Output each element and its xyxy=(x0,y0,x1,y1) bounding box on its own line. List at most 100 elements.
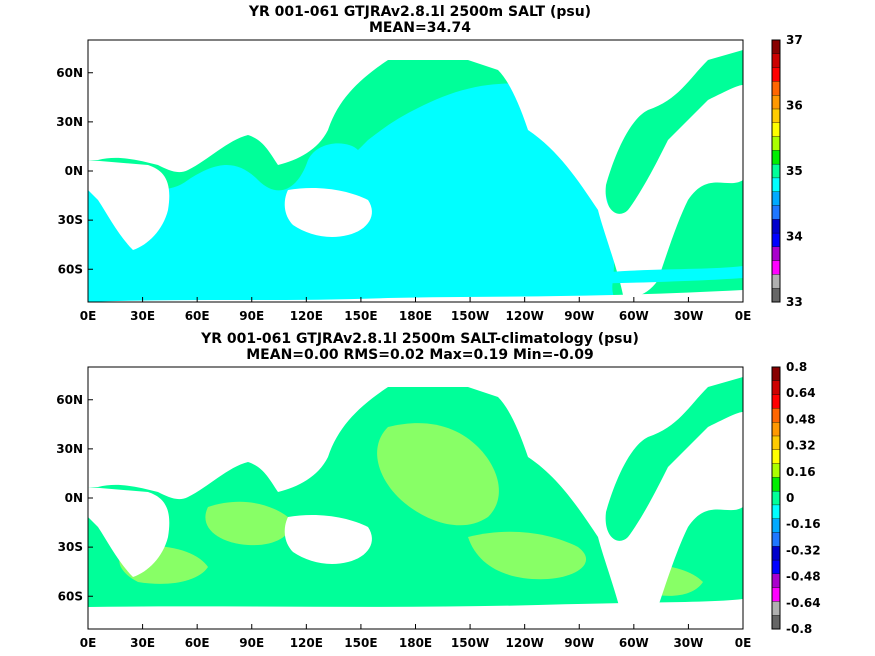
colorbar-tick-label: -0.48 xyxy=(786,570,821,584)
y-tick-label: 60S xyxy=(58,589,83,603)
x-tick-label: 0E xyxy=(735,636,752,650)
panel2-title-line2: MEAN=0.00 RMS=0.02 Max=0.19 Min=-0.09 xyxy=(246,347,594,363)
colorbar-tick-label: 36 xyxy=(786,99,803,113)
colorbar-segment xyxy=(771,463,781,478)
colorbar-segment xyxy=(771,136,781,151)
x-tick-label: 0E xyxy=(735,309,752,323)
x-tick-label: 30E xyxy=(130,309,155,323)
x-tick-label: 150E xyxy=(344,309,377,323)
panel2-title-line1: YR 001-061 GTJRAv2.8.1l 2500m SALT-clima… xyxy=(201,331,639,347)
panel2-title: YR 001-061 GTJRAv2.8.1l 2500m SALT-clima… xyxy=(0,331,840,363)
colorbar-tick-label: -0.16 xyxy=(786,517,821,531)
colorbar-frame xyxy=(771,366,781,630)
colorbar-segment xyxy=(771,163,781,179)
x-tick-label: 60E xyxy=(185,636,210,650)
y-tick-label: 60S xyxy=(58,262,83,276)
x-tick-label: 90W xyxy=(564,636,594,650)
x-tick-label: 150E xyxy=(344,636,377,650)
x-tick-label: 30W xyxy=(673,636,703,650)
x-tick-label: 90E xyxy=(239,309,264,323)
colorbar-tick-label: -0.32 xyxy=(786,543,821,557)
colorbar-segment xyxy=(771,408,781,423)
colorbar-segment xyxy=(771,274,781,289)
colorbar-segment xyxy=(771,532,781,547)
colorbar-segment xyxy=(771,477,781,492)
colorbar-segment xyxy=(771,288,781,303)
x-tick-label: 60W xyxy=(619,636,649,650)
x-tick-label: 120E xyxy=(290,636,323,650)
x-tick-label: 150W xyxy=(451,309,489,323)
colorbar-tick-label: 34 xyxy=(786,230,803,244)
x-tick-label: 30W xyxy=(673,309,703,323)
colorbar-segment xyxy=(771,219,781,234)
x-tick-label: 120W xyxy=(506,636,544,650)
colorbar-tick-label: -0.8 xyxy=(786,622,812,636)
y-tick-label: 60N xyxy=(56,393,83,407)
colorbar-segment xyxy=(771,573,781,588)
y-tick-label: 30N xyxy=(56,442,83,456)
y-tick-label: 30S xyxy=(58,540,83,554)
colorbar-segment xyxy=(771,205,781,220)
x-tick-label: 120W xyxy=(506,309,544,323)
y-tick-label: 0N xyxy=(65,164,83,178)
colorbar-tick-label: 0.64 xyxy=(786,386,816,400)
colorbar-frame xyxy=(771,39,781,303)
colorbar-segment xyxy=(771,81,781,96)
colorbar-segment xyxy=(771,260,781,275)
x-tick-label: 120E xyxy=(290,309,323,323)
colorbar-segment xyxy=(771,246,781,261)
colorbar-tick-label: 0 xyxy=(786,491,794,505)
colorbar-segment xyxy=(771,366,781,381)
colorbar-tick-label: 33 xyxy=(786,295,803,309)
colorbar-segment xyxy=(771,504,781,519)
x-tick-label: 60W xyxy=(619,309,649,323)
x-tick-label: 30E xyxy=(130,636,155,650)
colorbar-tick-label: 0.32 xyxy=(786,439,816,453)
colorbar-segment xyxy=(771,490,781,506)
x-tick-label: 60E xyxy=(185,309,210,323)
colorbar-tick-label: 35 xyxy=(786,164,803,178)
colorbar-tick-label: 37 xyxy=(786,33,803,47)
x-tick-label: 180E xyxy=(399,309,432,323)
colorbar-segment xyxy=(771,559,781,574)
colorbar-tick-label: 0.8 xyxy=(786,360,807,374)
colorbar-segment xyxy=(771,39,781,54)
colorbar-segment xyxy=(771,95,781,110)
axes-layer: 0E 30E 60E 90E 120E 150E 180E 150W 120W 90W 60W 30W… xyxy=(56,33,820,650)
colorbar-segment xyxy=(771,67,781,82)
colorbar-segment xyxy=(771,615,781,630)
x-tick-label: 0E xyxy=(80,636,97,650)
colorbar-segment xyxy=(771,449,781,464)
colorbar-tick-label: 0.48 xyxy=(786,412,816,426)
panel1-title-line2: MEAN=34.74 xyxy=(368,20,472,36)
y-tick-label: 60N xyxy=(56,66,83,80)
colorbar-segment xyxy=(771,587,781,602)
colorbar-segment xyxy=(771,53,781,68)
y-tick-label: 0N xyxy=(65,491,83,505)
panel2-map xyxy=(88,367,743,629)
x-tick-label: 150W xyxy=(451,636,489,650)
colorbar-segment xyxy=(771,518,781,533)
y-tick-label: 30S xyxy=(58,213,83,227)
x-tick-label: 90E xyxy=(239,636,264,650)
colorbar-segment xyxy=(771,546,781,561)
colorbar-segment xyxy=(771,422,781,437)
panel1-title: YR 001-061 GTJRAv2.8.1l 2500m SALT (psu)… xyxy=(0,4,840,36)
panel1-title-line1: YR 001-061 GTJRAv2.8.1l 2500m SALT (psu) xyxy=(248,4,592,20)
colorbar-segment xyxy=(771,601,781,616)
colorbar-segment xyxy=(771,108,781,123)
colorbar-tick-label: -0.64 xyxy=(786,596,821,610)
x-tick-label: 180E xyxy=(399,636,432,650)
x-tick-label: 90W xyxy=(564,309,594,323)
colorbar-segment xyxy=(771,177,781,192)
x-tick-label: 0E xyxy=(80,309,97,323)
colorbar-segment xyxy=(771,232,781,247)
colorbar-segment xyxy=(771,394,781,409)
y-tick-label: 30N xyxy=(56,115,83,129)
colorbar-segment xyxy=(771,150,781,165)
colorbar-segment xyxy=(771,122,781,137)
panel1-map xyxy=(88,40,743,302)
colorbar-segment xyxy=(771,435,781,450)
colorbar-segment xyxy=(771,380,781,395)
